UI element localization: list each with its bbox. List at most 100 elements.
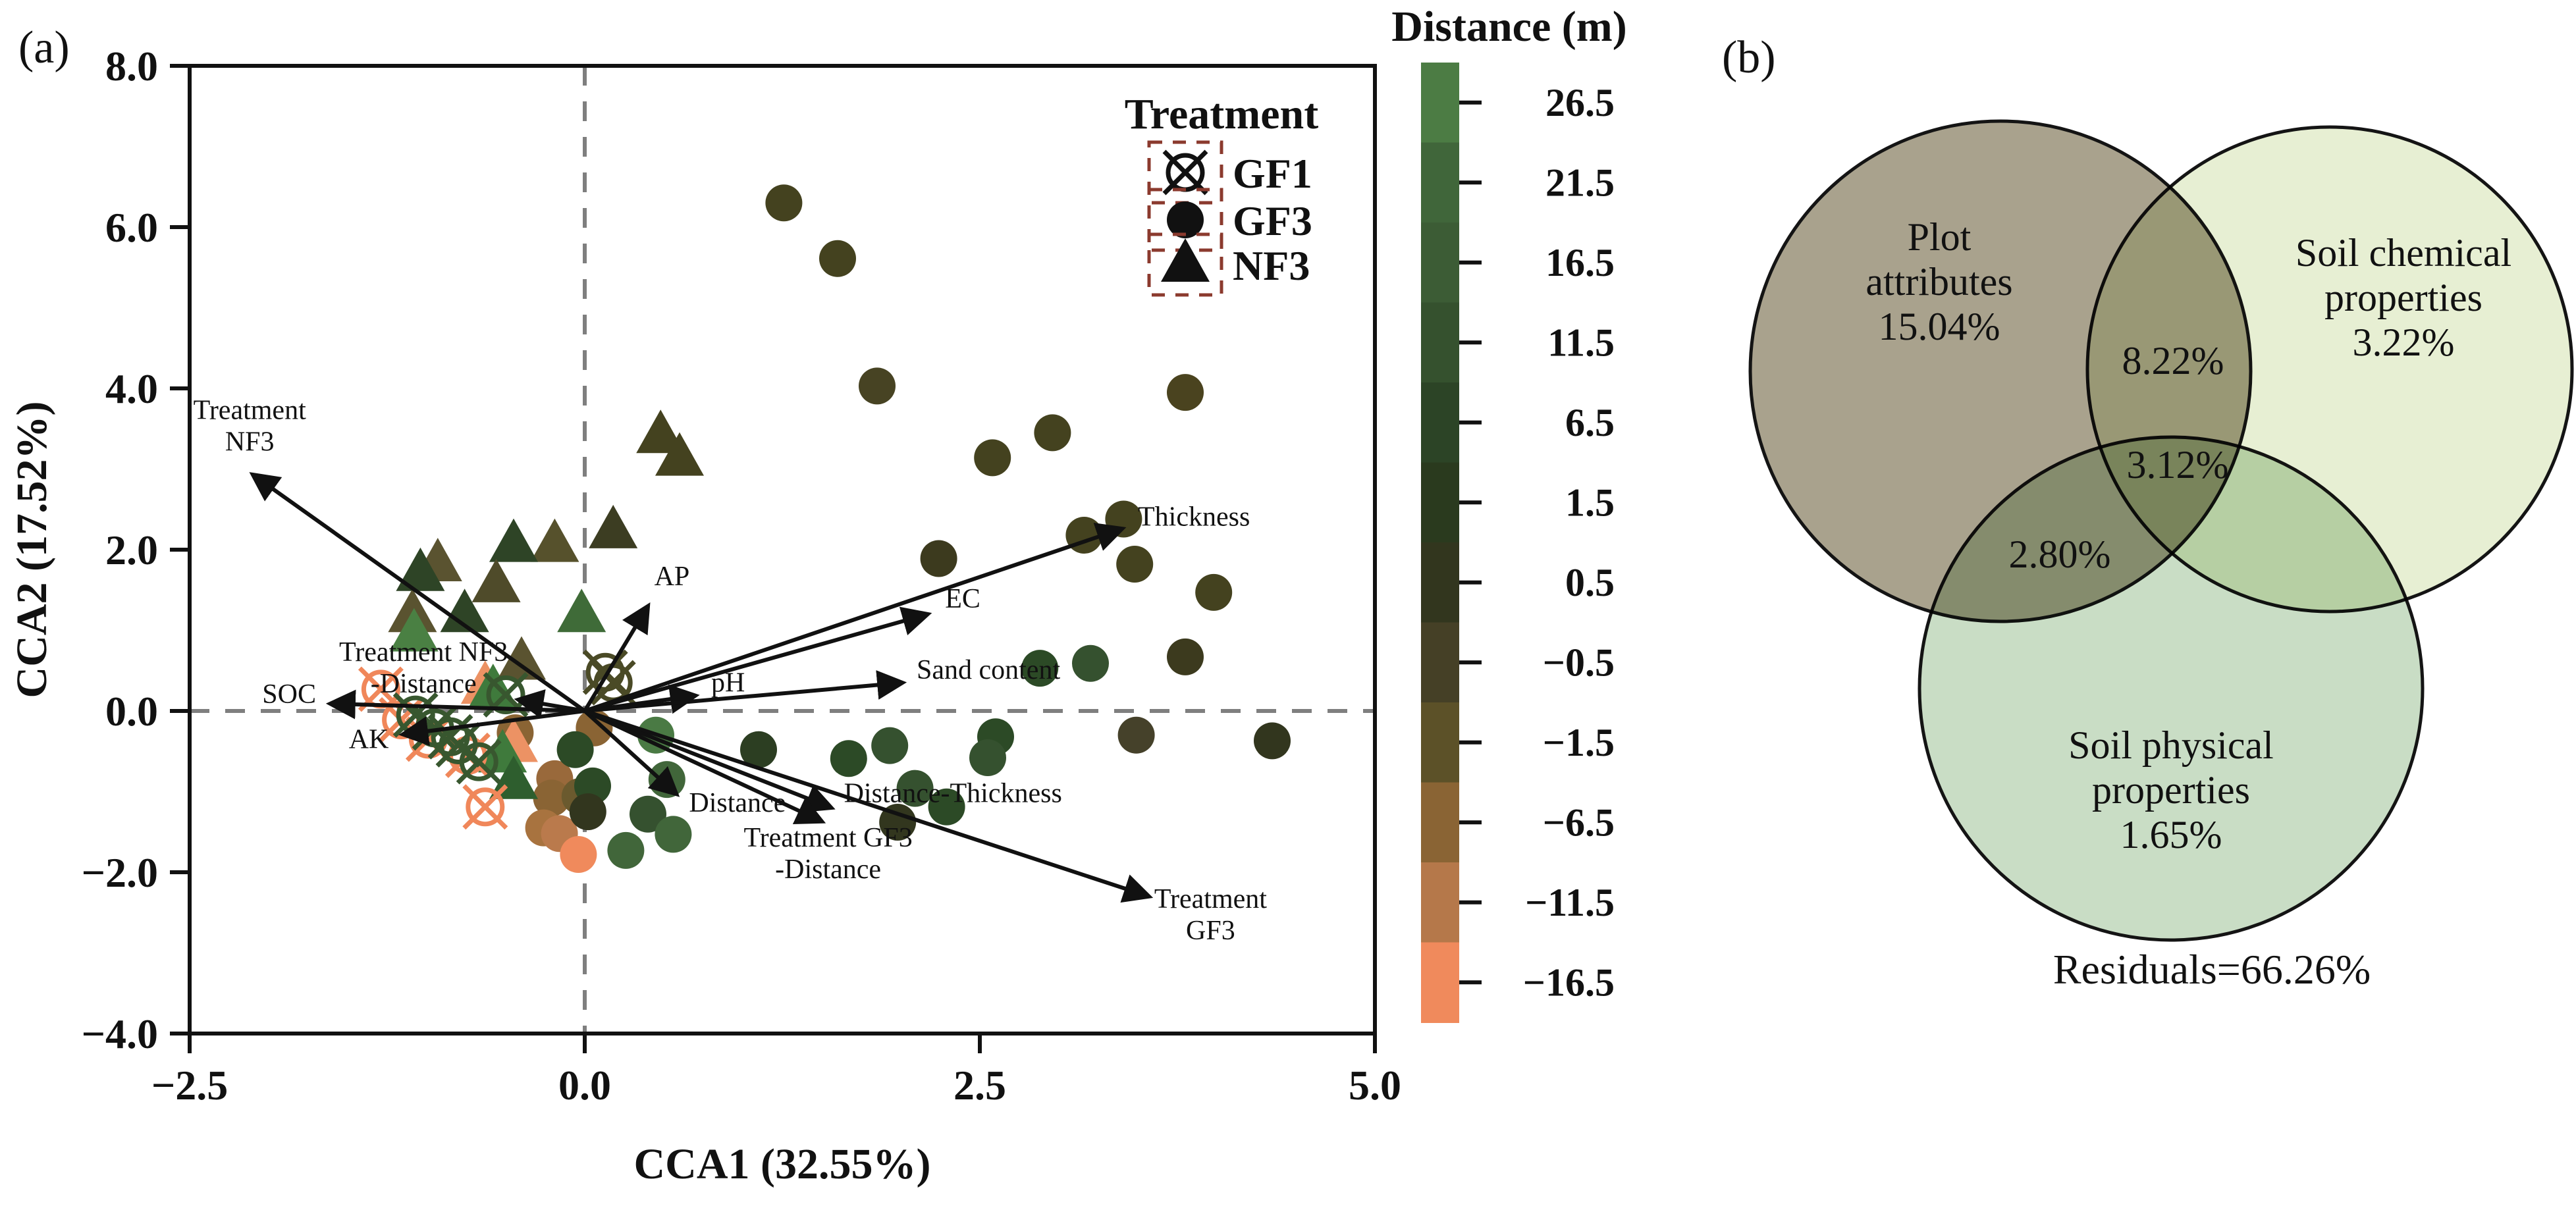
env-vector bbox=[584, 523, 1127, 713]
scatter-point bbox=[969, 739, 1006, 777]
venn-residuals-label: Residuals=66.26% bbox=[2053, 946, 2371, 993]
environment-vectors: Treatment NF3 SOC AK Treatment NF3 -Distance A… bbox=[194, 396, 1268, 946]
y-tick-label: 6.0 bbox=[105, 204, 158, 251]
vector-label: Treatment NF3 bbox=[194, 396, 306, 458]
scatter-point bbox=[440, 589, 489, 633]
scatter-point bbox=[560, 836, 597, 874]
x-tick-label: 0.0 bbox=[558, 1062, 611, 1109]
scatter-point bbox=[489, 518, 538, 562]
scatter-point bbox=[655, 816, 692, 853]
legend-title: Treatment bbox=[1125, 90, 1318, 138]
scatter-point bbox=[557, 589, 606, 633]
legend-circle-marker bbox=[1167, 201, 1204, 238]
scatter-point bbox=[636, 409, 685, 454]
colorbar-tick-label: 16.5 bbox=[1545, 241, 1615, 284]
colorbar-segment bbox=[1421, 302, 1459, 383]
venn-overlap-label: 3.12% bbox=[2127, 443, 2229, 486]
y-tick-label: 2.0 bbox=[105, 527, 158, 573]
venn-set-label: Soil physical properties 1.65% bbox=[2068, 723, 2274, 856]
colorbar-segment bbox=[1421, 142, 1459, 223]
colorbar-segment bbox=[1421, 223, 1459, 303]
colorbar-segment bbox=[1421, 542, 1459, 623]
vector-label: SOC bbox=[262, 679, 316, 710]
venn-labels: Plot attributes 15.04% Soil chemical propert… bbox=[1865, 215, 2511, 856]
colorbar-tick-label: −1.5 bbox=[1543, 721, 1615, 764]
venn-circles bbox=[1748, 119, 2574, 942]
scatter-point bbox=[1254, 722, 1291, 760]
colorbar-tick-label: 11.5 bbox=[1547, 321, 1615, 364]
legend-triangle-marker bbox=[1161, 238, 1210, 282]
scatter-point bbox=[497, 636, 546, 680]
legend-item: NF3 bbox=[1147, 232, 1310, 297]
legend-item-label: NF3 bbox=[1233, 242, 1310, 289]
colorbar-segment bbox=[1421, 782, 1459, 863]
colorbar-tick-label: 1.5 bbox=[1565, 481, 1615, 524]
colorbar-segment bbox=[1421, 63, 1459, 144]
y-tick-label: 4.0 bbox=[105, 365, 158, 412]
env-vector bbox=[583, 709, 826, 825]
legend-item: GF3 bbox=[1147, 188, 1312, 252]
y-axis-label: CCA2 (17.52%) bbox=[8, 402, 56, 698]
venn-overlap-label: 2.80% bbox=[2009, 533, 2111, 576]
colorbar-segment bbox=[1421, 702, 1459, 783]
scatter-point bbox=[648, 761, 685, 799]
colorbar-segments: 26.5 21.5 16.5 11.5 6.5 1.5 0.5 −0.5 −1.5 −6.5 −11… bbox=[1421, 63, 1615, 1023]
scatter-point bbox=[655, 432, 704, 476]
env-vector bbox=[249, 472, 586, 713]
x-tick-label: 5.0 bbox=[1349, 1062, 1401, 1109]
scatter-point bbox=[871, 727, 909, 764]
env-vector bbox=[584, 709, 1154, 903]
vector-label: Treatment GF3 -Distance bbox=[743, 823, 912, 885]
legend-selection-box bbox=[1147, 232, 1223, 297]
y-tick-label: −2.0 bbox=[82, 849, 158, 896]
venn-set-label: Soil chemical properties 3.22% bbox=[2295, 231, 2511, 364]
env-vector bbox=[583, 709, 836, 812]
scatter-point bbox=[879, 804, 917, 841]
distance-colorbar: Distance (m) 26.5 21.5 16.5 11.5 6.5 1.5 0.5 −0… bbox=[1391, 3, 1627, 1023]
colorbar-tick-label: −16.5 bbox=[1523, 960, 1615, 1004]
colorbar-tick-label: 21.5 bbox=[1545, 161, 1615, 204]
colorbar-segment bbox=[1421, 862, 1459, 943]
legend-item: GF1 bbox=[1147, 140, 1312, 205]
venn-set-label: Plot attributes 15.04% bbox=[1865, 215, 2012, 348]
y-tick-label: 0.0 bbox=[105, 688, 158, 735]
x-tick-label: 2.5 bbox=[953, 1062, 1006, 1109]
colorbar-title: Distance (m) bbox=[1391, 3, 1626, 51]
y-tick-label: −4.0 bbox=[82, 1010, 158, 1057]
env-vector bbox=[398, 709, 585, 746]
scatter-point bbox=[1167, 374, 1204, 411]
y-tick-label: 8.0 bbox=[105, 43, 158, 90]
scatter-point bbox=[819, 240, 856, 277]
variance-partition-venn: Plot attributes 15.04% Soil chemical propert… bbox=[1748, 119, 2574, 993]
colorbar-segment bbox=[1421, 942, 1459, 1023]
vector-label: Treatment NF3 -Distance bbox=[339, 637, 508, 699]
env-vector bbox=[583, 709, 680, 797]
colorbar-tick-label: −11.5 bbox=[1525, 881, 1615, 924]
colorbar-segment bbox=[1421, 382, 1459, 463]
colorbar-tick-label: 26.5 bbox=[1545, 81, 1615, 124]
scatter-point bbox=[462, 784, 508, 830]
colorbar-segment bbox=[1421, 462, 1459, 543]
scatter-point bbox=[471, 558, 521, 602]
scatter-point bbox=[1116, 546, 1154, 583]
scatter-point bbox=[533, 779, 570, 817]
scatter-point bbox=[765, 184, 803, 222]
venn-set-circle bbox=[1918, 435, 2425, 942]
scatter-point bbox=[389, 608, 439, 652]
legend-item-label: GF3 bbox=[1233, 197, 1312, 244]
colorbar-tick-label: 6.5 bbox=[1565, 401, 1615, 444]
colorbar-segment bbox=[1421, 622, 1459, 703]
scatter-point bbox=[1021, 650, 1059, 687]
scatter-point bbox=[388, 589, 437, 633]
scatter-point bbox=[920, 540, 957, 577]
scatter-point bbox=[859, 367, 896, 405]
x-axis-label: CCA1 (32.55%) bbox=[634, 1140, 931, 1188]
vector-label: Treatment GF3 bbox=[1154, 884, 1267, 946]
panel-a-tag: (a) bbox=[18, 22, 70, 73]
vector-label: Thickness bbox=[1138, 502, 1250, 532]
